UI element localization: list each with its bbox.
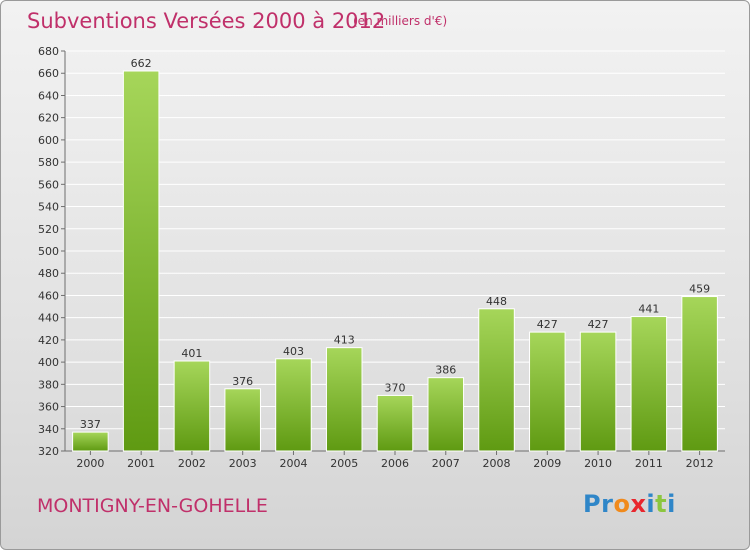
y-tick-label: 680 (38, 45, 59, 58)
y-tick-label: 560 (38, 178, 59, 191)
x-tick-label: 2003 (229, 457, 257, 470)
data-label: 401 (181, 347, 202, 360)
logo-letter: o (613, 490, 631, 518)
data-label: 459 (689, 283, 710, 296)
y-tick-label: 580 (38, 156, 59, 169)
commune-name: MONTIGNY-EN-GOHELLE (37, 495, 268, 517)
logo-letter: P (583, 490, 602, 518)
x-tick-label: 2006 (381, 457, 409, 470)
y-tick-label: 540 (38, 201, 59, 214)
data-label: 386 (435, 364, 456, 377)
bar (478, 308, 515, 452)
logo-letter: r (601, 490, 614, 518)
logo-letter: t (655, 490, 668, 518)
proxiti-logo: Proxiti (583, 490, 676, 518)
data-label: 427 (537, 318, 558, 331)
y-tick-label: 400 (38, 356, 59, 369)
bar (630, 316, 668, 452)
y-tick-label: 640 (38, 89, 59, 102)
y-tick-label: 600 (38, 134, 59, 147)
logo-letter: i (646, 490, 656, 518)
bar (72, 431, 109, 452)
y-tick-label: 480 (38, 267, 59, 280)
x-tick-label: 2005 (330, 457, 358, 470)
chart-title: Subventions Versées 2000 à 2012 (27, 9, 386, 33)
logo-letter: i (667, 490, 676, 518)
y-tick-label: 440 (38, 312, 59, 325)
bar (224, 388, 261, 452)
x-tick-label: 2007 (432, 457, 460, 470)
data-label: 413 (334, 334, 355, 347)
bar (173, 360, 211, 452)
x-tick-label: 2001 (127, 457, 155, 470)
data-label: 370 (385, 381, 406, 394)
data-label: 337 (80, 418, 101, 431)
y-tick-label: 360 (38, 401, 59, 414)
bar (681, 296, 718, 452)
y-tick-label: 340 (38, 423, 59, 436)
data-label: 403 (283, 345, 304, 358)
y-tick-label: 460 (38, 289, 59, 302)
y-tick-label: 420 (38, 334, 59, 347)
y-tick-label: 520 (38, 223, 59, 236)
y-tick-label: 380 (38, 378, 59, 391)
y-tick-label: 320 (38, 445, 59, 458)
y-tick-label: 620 (38, 112, 59, 125)
bar (529, 331, 566, 452)
bar (376, 394, 414, 452)
x-tick-label: 2011 (635, 457, 663, 470)
x-tick-label: 2004 (279, 457, 307, 470)
data-label: 376 (232, 375, 253, 388)
bar (325, 347, 363, 452)
x-tick-label: 2010 (584, 457, 612, 470)
data-label: 662 (131, 57, 152, 70)
x-tick-label: 2002 (178, 457, 206, 470)
bar (427, 377, 465, 452)
y-tick-label: 500 (38, 245, 59, 258)
bar (275, 358, 312, 452)
data-label: 441 (638, 303, 659, 316)
x-tick-label: 2008 (483, 457, 511, 470)
y-tick-label: 660 (38, 67, 59, 80)
x-tick-label: 2000 (76, 457, 104, 470)
logo-letter: x (630, 490, 647, 518)
chart-unit: (en milliers d'€) (353, 14, 448, 28)
x-tick-label: 2009 (533, 457, 561, 470)
bar (579, 331, 617, 452)
data-label: 427 (588, 318, 609, 331)
data-label: 448 (486, 295, 507, 308)
bar (122, 70, 160, 452)
x-tick-label: 2012 (686, 457, 714, 470)
